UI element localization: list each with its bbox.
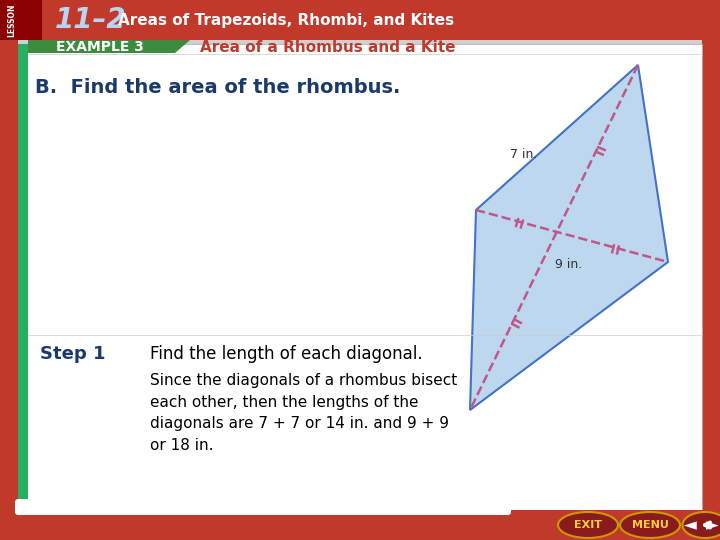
Text: EXAMPLE 3: EXAMPLE 3 xyxy=(56,40,144,54)
Text: Areas of Trapezoids, Rhombi, and Kites: Areas of Trapezoids, Rhombi, and Kites xyxy=(118,12,454,28)
Text: 9 in.: 9 in. xyxy=(555,259,582,272)
FancyBboxPatch shape xyxy=(0,0,720,40)
Polygon shape xyxy=(28,40,190,53)
Text: EXIT: EXIT xyxy=(574,520,602,530)
FancyBboxPatch shape xyxy=(0,0,42,40)
Polygon shape xyxy=(470,65,668,410)
Ellipse shape xyxy=(558,512,618,538)
Text: Since the diagonals of a rhombus bisect
each other, then the lengths of the
diag: Since the diagonals of a rhombus bisect … xyxy=(150,373,457,453)
Text: Step 1: Step 1 xyxy=(40,345,106,363)
Text: 7 in.: 7 in. xyxy=(510,148,537,161)
Text: LESSON: LESSON xyxy=(7,3,17,37)
Text: ►: ► xyxy=(706,516,719,534)
FancyBboxPatch shape xyxy=(15,499,511,515)
Ellipse shape xyxy=(683,512,720,538)
Text: MENU: MENU xyxy=(631,520,668,530)
FancyBboxPatch shape xyxy=(0,510,720,540)
Text: Area of a Rhombus and a Kite: Area of a Rhombus and a Kite xyxy=(200,39,456,55)
Text: Find the length of each diagonal.: Find the length of each diagonal. xyxy=(150,345,423,363)
Text: B.  Find the area of the rhombus.: B. Find the area of the rhombus. xyxy=(35,78,400,97)
FancyBboxPatch shape xyxy=(0,0,18,540)
Text: 11–2: 11–2 xyxy=(55,6,127,34)
Text: ◄: ◄ xyxy=(683,516,696,534)
FancyBboxPatch shape xyxy=(18,44,28,512)
FancyBboxPatch shape xyxy=(702,0,720,540)
Ellipse shape xyxy=(620,512,680,538)
FancyBboxPatch shape xyxy=(18,44,702,512)
